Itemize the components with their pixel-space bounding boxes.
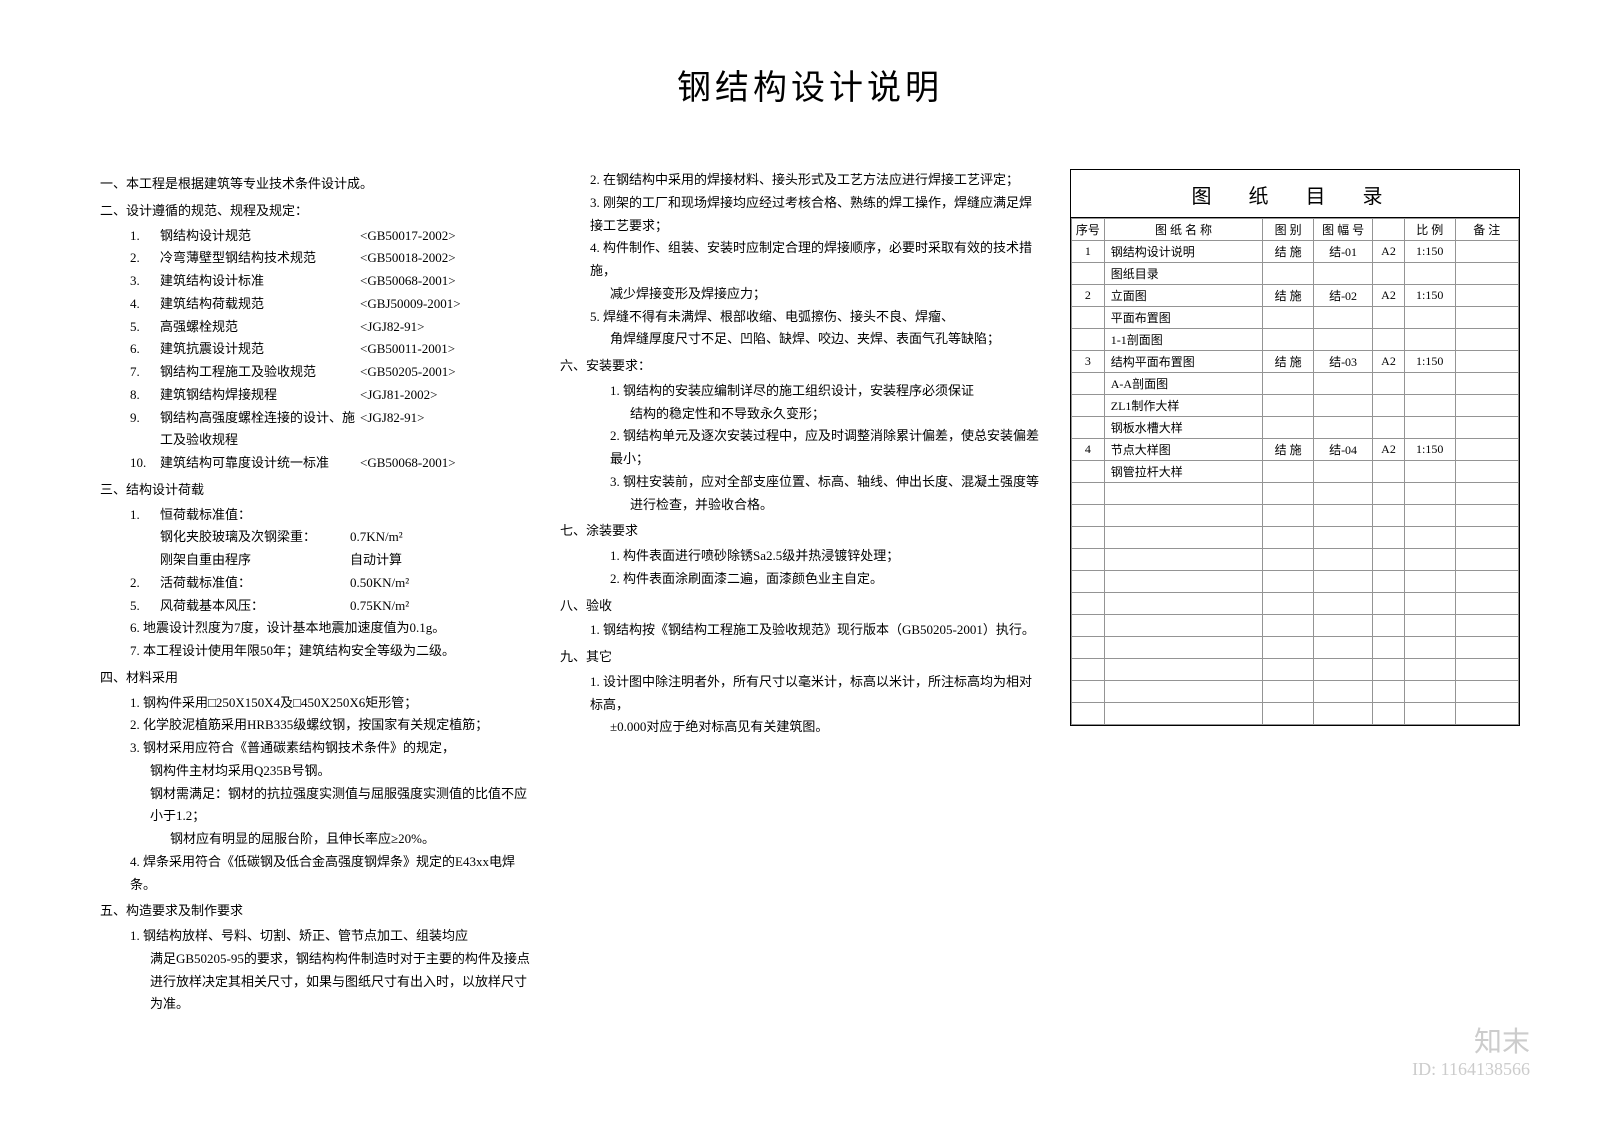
sec5-head: 五、构造要求及制作要求 <box>100 900 530 923</box>
table-row: 4节点大样图结 施结-04A21:150 <box>1072 439 1519 461</box>
other-1a: ±0.000对应于绝对标高见有关建筑图。 <box>560 716 1040 739</box>
mat-4: 4. 焊条采用符合《低碳钢及低合金高强度钢焊条》规定的E43xx电焊条。 <box>100 851 530 897</box>
load-1a: 钢化夹胶玻璃及次钢梁重： 0.7KN/m² <box>100 526 530 549</box>
sec6-head: 六、安装要求： <box>560 355 1040 378</box>
table-row <box>1072 659 1519 681</box>
con-1a: 满足GB50205-95的要求，钢结构构件制造时对于主要的构件及接点 <box>100 948 530 971</box>
spec-row: 7.钢结构工程施工及验收规范<GB50205-2001> <box>100 361 530 384</box>
table-row <box>1072 593 1519 615</box>
left-column: 一、本工程是根据建筑等专业技术条件设计成。 二、设计遵循的规范、规程及规定： 1… <box>100 169 530 1016</box>
table-row <box>1072 703 1519 725</box>
sec7-head: 七、涂装要求 <box>560 520 1040 543</box>
table-row <box>1072 637 1519 659</box>
mat-3b: 钢材需满足：钢材的抗拉强度实测值与屈服强度实测值的比值不应小于1.2； <box>100 783 530 829</box>
accept-1: 1. 钢结构按《钢结构工程施工及验收规范》现行版本（GB50205-2001）执… <box>560 619 1040 642</box>
table-title: 图 纸 目 录 <box>1071 170 1519 218</box>
table-row <box>1072 681 1519 703</box>
table-header-row: 序号图 纸 名 称图 别图 幅 号 比 例备 注 <box>1072 219 1519 241</box>
table-row: ZL1制作大样 <box>1072 395 1519 417</box>
table-row: 3结构平面布置图结 施结-03A21:150 <box>1072 351 1519 373</box>
spec-row: 9.钢结构高强度螺栓连接的设计、施工及验收规程<JGJ82-91> <box>100 407 530 453</box>
load-1b: 刚架自重由程序 自动计算 <box>100 549 530 572</box>
page-title: 钢结构设计说明 <box>100 60 1520 109</box>
load-2: 2. 活荷载标准值： 0.50KN/m² <box>100 572 530 595</box>
spec-row: 1.钢结构设计规范<GB50017-2002> <box>100 225 530 248</box>
mat-3: 3. 钢材采用应符合《普通碳素结构钢技术条件》的规定， <box>100 737 530 760</box>
table-row: A-A剖面图 <box>1072 373 1519 395</box>
sec3-head: 三、结构设计荷载 <box>100 479 530 502</box>
inst-1: 1. 钢结构的安装应编制详尽的施工组织设计，安装程序必须保证 <box>560 380 1040 403</box>
table-header-cell: 备 注 <box>1455 219 1518 241</box>
table-row: 1钢结构设计说明结 施结-01A21:150 <box>1072 241 1519 263</box>
spec-row: 8.建筑钢结构焊接规程<JGJ81-2002> <box>100 384 530 407</box>
inst-3: 3. 钢柱安装前，应对全部支座位置、标高、轴线、伸出长度、混凝土强度等 <box>560 471 1040 494</box>
table-row: 钢管拉杆大样 <box>1072 461 1519 483</box>
mat-1: 1. 钢构件采用□250X150X4及□450X250X6矩形管； <box>100 692 530 715</box>
inst-3a: 进行检查，并验收合格。 <box>560 494 1040 517</box>
inst-1a: 结构的稳定性和不导致永久变形； <box>560 403 1040 426</box>
table-row <box>1072 549 1519 571</box>
table-row: 平面布置图 <box>1072 307 1519 329</box>
spec-row: 5.高强螺栓规范<JGJ82-91> <box>100 316 530 339</box>
paint-2: 2. 构件表面涂刷面漆二遍，面漆颜色业主自定。 <box>560 568 1040 591</box>
spec-row: 3.建筑结构设计标准<GB50068-2001> <box>100 270 530 293</box>
load-5: 5. 风荷载基本风压： 0.75KN/m² <box>100 595 530 618</box>
table-row <box>1072 505 1519 527</box>
mid-5a: 角焊缝厚度尺寸不足、凹陷、缺焊、咬边、夹焊、表面气孔等缺陷； <box>560 328 1040 351</box>
table-header-cell: 图 纸 名 称 <box>1104 219 1263 241</box>
watermark-id: ID: 1164138566 <box>1412 1059 1530 1081</box>
con-1: 1. 钢结构放样、号料、切割、矫正、管节点加工、组装均应 <box>100 925 530 948</box>
mat-3a: 钢构件主材均采用Q235B号钢。 <box>100 760 530 783</box>
middle-column: 2. 在钢结构中采用的焊接材料、接头形式及工艺方法应进行焊接工艺评定； 3. 刚… <box>560 169 1040 1016</box>
table-row: 2立面图结 施结-02A21:150 <box>1072 285 1519 307</box>
watermark: 知末 ID: 1164138566 <box>1412 1026 1530 1081</box>
sec9-head: 九、其它 <box>560 646 1040 669</box>
table-row: 钢板水槽大样 <box>1072 417 1519 439</box>
mat-2: 2. 化学胶泥植筋采用HRB335级螺纹钢，按国家有关规定植筋； <box>100 714 530 737</box>
load-1: 1. 恒荷载标准值： <box>100 504 530 527</box>
sec2-head: 二、设计遵循的规范、规程及规定： <box>100 200 530 223</box>
con-1b: 进行放样决定其相关尺寸，如果与图纸尺寸有出入时，以放样尺寸为准。 <box>100 971 530 1017</box>
table-header-cell: 图 幅 号 <box>1313 219 1372 241</box>
spec-row: 6.建筑抗震设计规范<GB50011-2001> <box>100 338 530 361</box>
table-row: 图纸目录 <box>1072 263 1519 285</box>
mat-3c: 钢材应有明显的屈服台阶，且伸长率应≥20%。 <box>100 828 530 851</box>
spec-row: 2.冷弯薄壁型钢结构技术规范<GB50018-2002> <box>100 247 530 270</box>
table-row <box>1072 615 1519 637</box>
sec1-head: 一、本工程是根据建筑等专业技术条件设计成。 <box>100 173 530 196</box>
drawing-index-table: 图 纸 目 录 序号图 纸 名 称图 别图 幅 号 比 例备 注 1钢结构设计说明… <box>1070 169 1520 726</box>
load-7: 7. 本工程设计使用年限50年；建筑结构安全等级为二级。 <box>100 640 530 663</box>
other-1: 1. 设计图中除注明者外，所有尺寸以毫米计，标高以米计，所注标高均为相对标高， <box>560 671 1040 717</box>
mid-5: 5. 焊缝不得有未满焊、根部收缩、电弧擦伤、接头不良、焊瘤、 <box>560 306 1040 329</box>
inst-2: 2. 钢结构单元及逐次安装过程中，应及时调整消除累计偏差，使总安装偏差最小； <box>560 425 1040 471</box>
table-header-cell: 比 例 <box>1404 219 1455 241</box>
table-row: 1-1剖面图 <box>1072 329 1519 351</box>
mid-2: 2. 在钢结构中采用的焊接材料、接头形式及工艺方法应进行焊接工艺评定； <box>560 169 1040 192</box>
table-header-cell: 序号 <box>1072 219 1105 241</box>
table-row <box>1072 571 1519 593</box>
load-6: 6. 地震设计烈度为7度，设计基本地震加速度值为0.1g。 <box>100 617 530 640</box>
table-header-cell <box>1373 219 1405 241</box>
spec-row: 10.建筑结构可靠度设计统一标准<GB50068-2001> <box>100 452 530 475</box>
specs-list: 1.钢结构设计规范<GB50017-2002>2.冷弯薄壁型钢结构技术规范<GB… <box>100 225 530 475</box>
mid-4a: 减少焊接变形及焊接应力； <box>560 283 1040 306</box>
watermark-brand: 知末 <box>1412 1026 1530 1060</box>
right-column: 图 纸 目 录 序号图 纸 名 称图 别图 幅 号 比 例备 注 1钢结构设计说明… <box>1070 169 1520 1016</box>
mid-3: 3. 刚架的工厂和现场焊接均应经过考核合格、熟练的焊工操作，焊缝应满足焊接工艺要… <box>560 192 1040 238</box>
spec-row: 4.建筑结构荷载规范<GBJ50009-2001> <box>100 293 530 316</box>
sec4-head: 四、材料采用 <box>100 667 530 690</box>
table-header-cell: 图 别 <box>1263 219 1314 241</box>
sec8-head: 八、验收 <box>560 595 1040 618</box>
table-row <box>1072 483 1519 505</box>
table-row <box>1072 527 1519 549</box>
table-body: 1钢结构设计说明结 施结-01A21:150图纸目录2立面图结 施结-02A21… <box>1072 241 1519 725</box>
mid-4: 4. 构件制作、组装、安装时应制定合理的焊接顺序，必要时采取有效的技术措施， <box>560 237 1040 283</box>
paint-1: 1. 构件表面进行喷砂除锈Sa2.5级并热浸镀锌处理； <box>560 545 1040 568</box>
